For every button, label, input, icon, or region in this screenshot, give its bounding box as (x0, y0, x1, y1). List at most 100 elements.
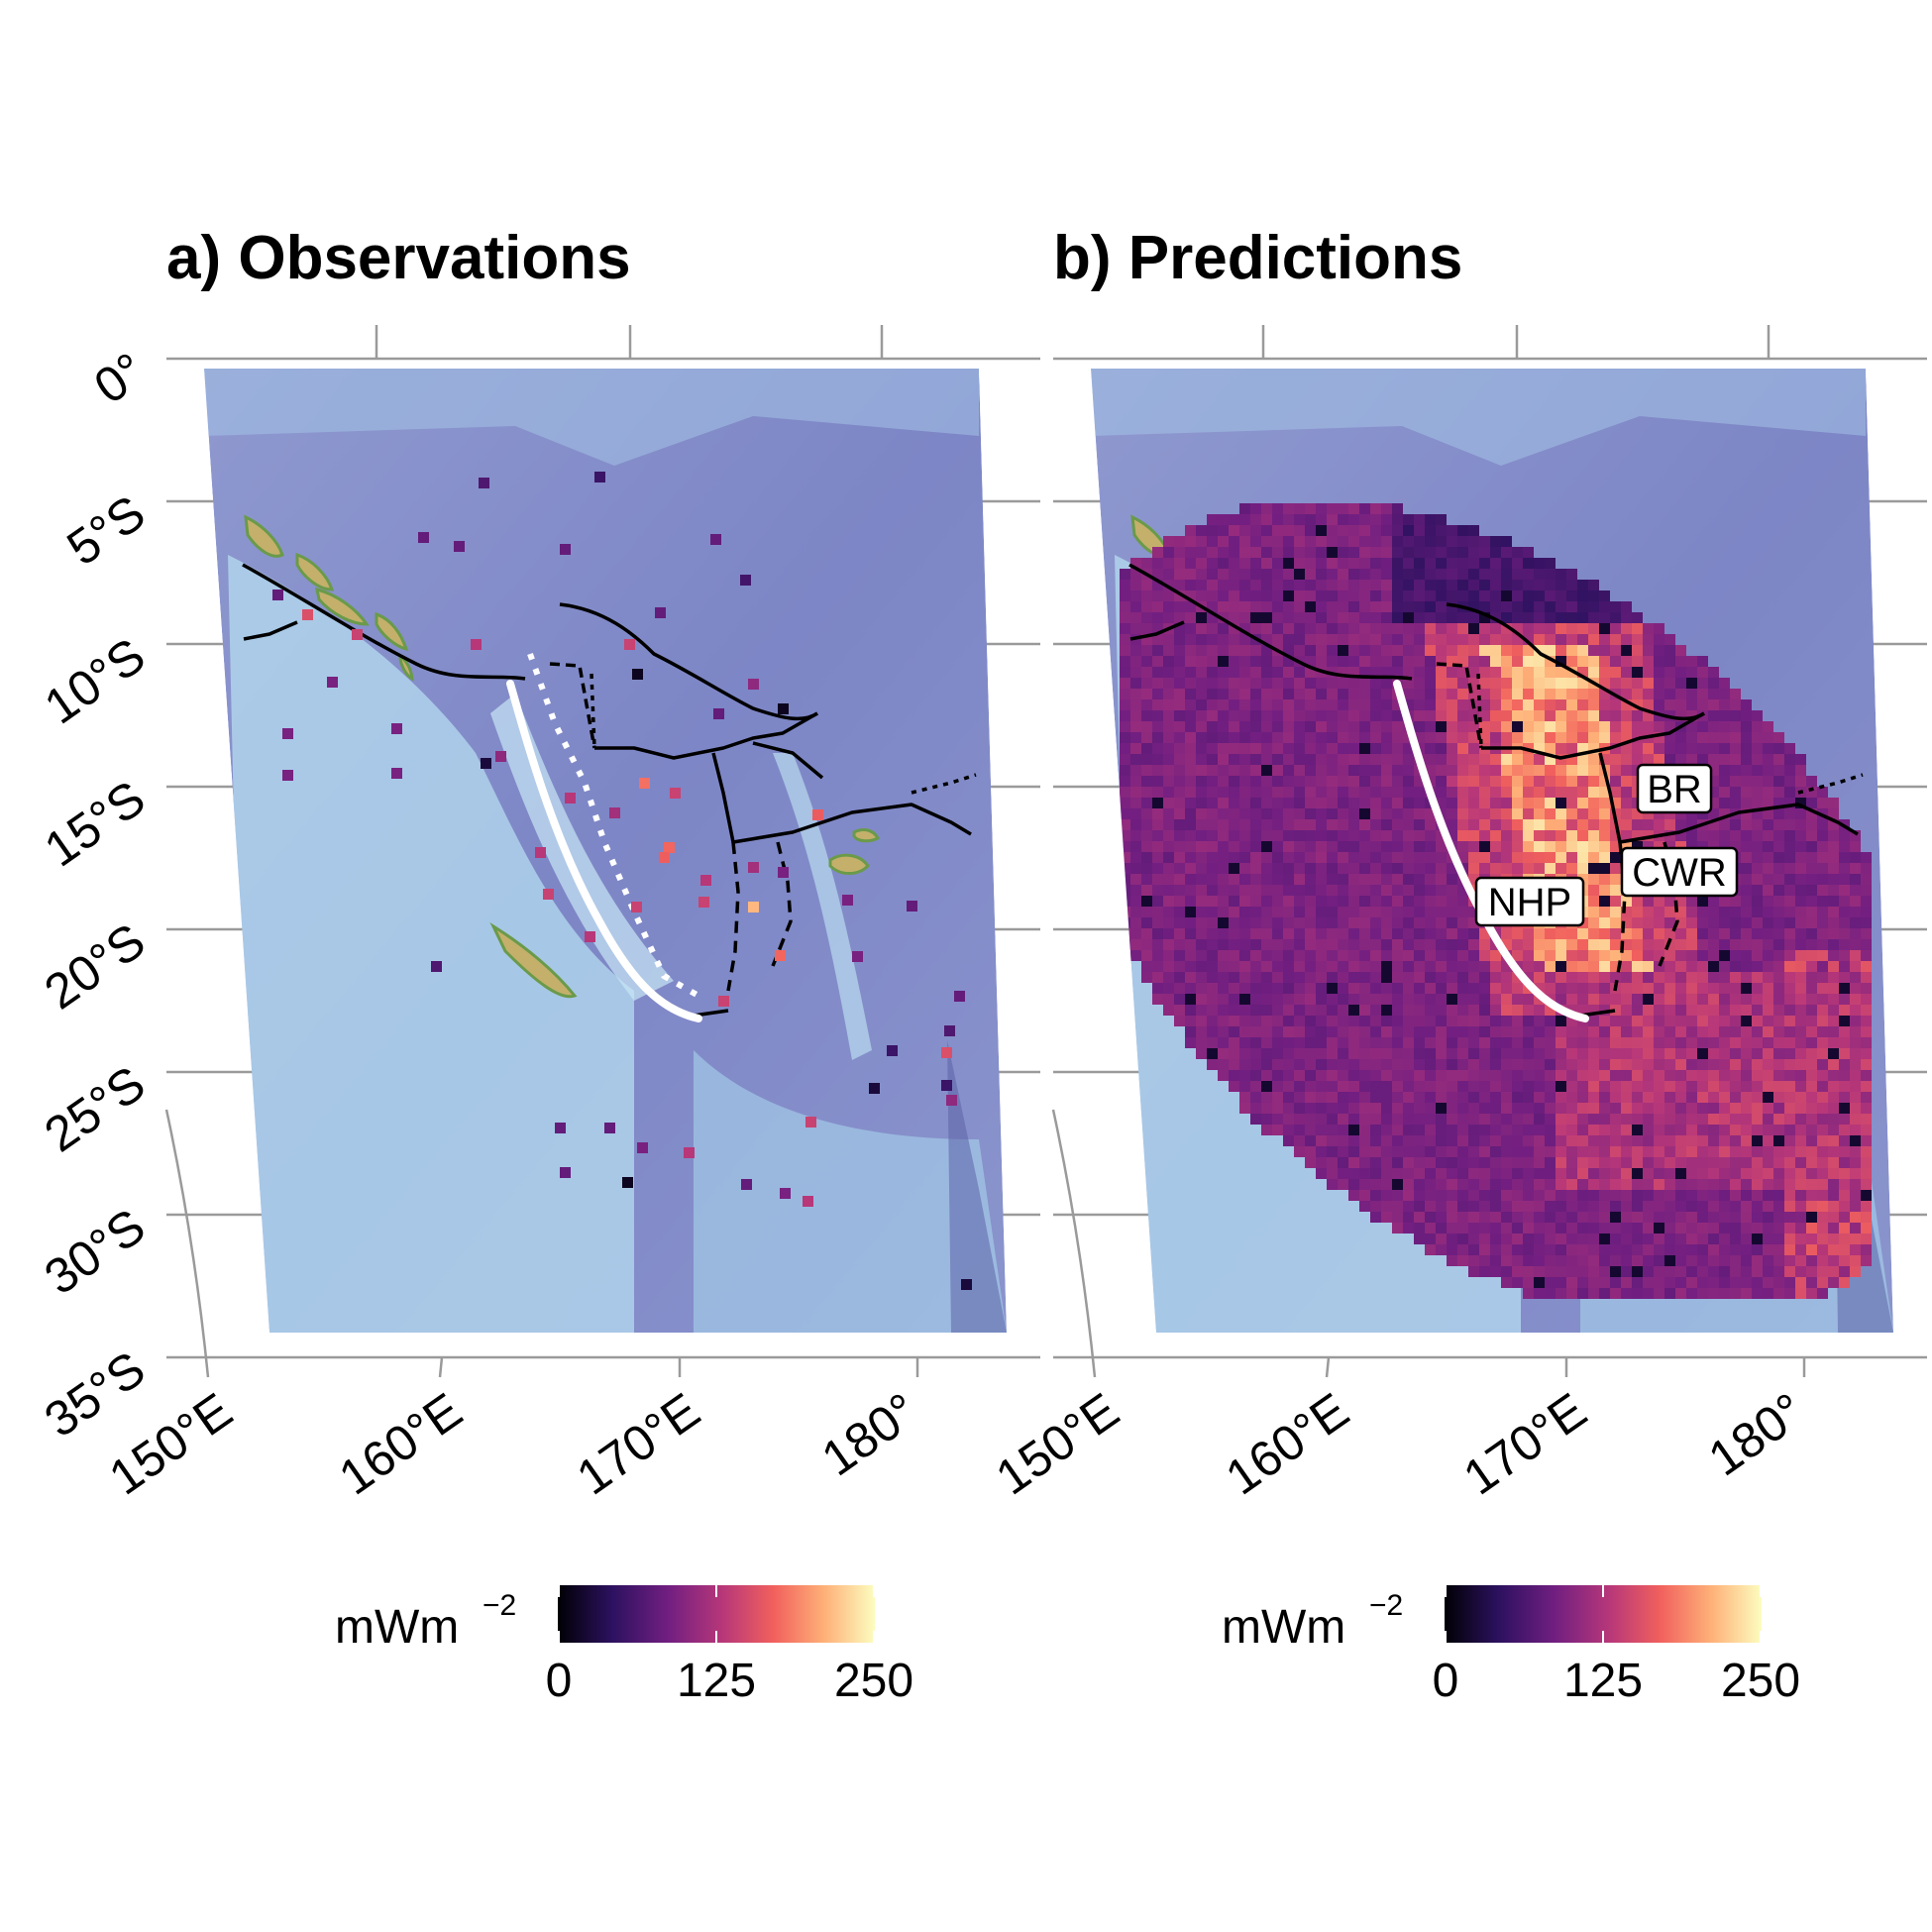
region-label-cwr: CWR (1620, 846, 1739, 898)
observation-point (560, 1167, 571, 1178)
observation-point (609, 807, 620, 818)
observation-point (391, 768, 402, 779)
colorbar-tick: 0 (546, 1655, 573, 1707)
observation-point (282, 728, 293, 739)
lon-tick: 170°E (567, 1382, 709, 1505)
observation-point (535, 847, 546, 858)
observation-point (748, 679, 759, 690)
observation-point (543, 889, 554, 900)
observation-point (887, 1045, 898, 1056)
panel-predictions: b) Predictions (1051, 224, 1927, 1378)
observation-point (631, 902, 642, 912)
observation-point (852, 951, 863, 962)
lat-tick: 15°S (35, 770, 155, 877)
lat-axis-labels-a: 0° 5°S 10°S 15°S 20°S 25°S 30°S 35°S (35, 342, 155, 1448)
observation-point (282, 770, 293, 781)
observation-point (391, 723, 402, 734)
observation-point (778, 703, 789, 714)
colorbar-tick: 125 (1563, 1655, 1643, 1707)
observation-point (812, 809, 823, 820)
observation-point (684, 1147, 695, 1158)
observation-point (842, 895, 853, 906)
observation-point (961, 1279, 972, 1290)
observation-point (632, 669, 643, 680)
observation-point (698, 897, 709, 908)
observation-point (670, 788, 681, 799)
observation-point (946, 1095, 957, 1106)
observation-point (471, 639, 482, 650)
lon-axis-labels-b: 150°E 160°E 170°E 180° (986, 1382, 1814, 1505)
observation-point (805, 1117, 816, 1127)
observation-point (713, 708, 724, 719)
observation-point (560, 544, 571, 555)
observation-point (778, 867, 789, 878)
observation-point (431, 961, 442, 972)
lat-tick: 35°S (35, 1341, 155, 1448)
colorbar-b: mWm −2 0 125 250 (1222, 1585, 1800, 1707)
colorbar-unit: mWm (335, 1601, 459, 1654)
observation-points (272, 472, 972, 1290)
observation-point (594, 472, 605, 483)
region-label-br: BR (1636, 763, 1713, 814)
lon-tick: 160°E (329, 1382, 472, 1505)
observation-point (585, 931, 595, 942)
panel-title: b) Predictions (1053, 224, 1462, 292)
observation-point (454, 541, 465, 552)
observation-point (272, 590, 283, 600)
observation-point (327, 677, 338, 688)
lat-tick: 25°S (35, 1055, 155, 1162)
observation-point (418, 532, 429, 543)
observation-point (869, 1083, 880, 1094)
observation-point (775, 950, 786, 961)
observation-point (941, 1047, 952, 1058)
lon-tick: 170°E (1453, 1382, 1596, 1505)
observation-point (740, 575, 751, 586)
observation-point (624, 639, 635, 650)
lat-tick: 10°S (35, 627, 155, 734)
lat-tick: 30°S (35, 1198, 155, 1305)
observation-point (780, 1188, 791, 1199)
observation-point (352, 629, 363, 640)
observation-point (565, 793, 576, 804)
observation-point (637, 1142, 648, 1153)
prediction-grid (1120, 503, 1872, 1299)
colorbar-tick: 125 (677, 1655, 756, 1707)
lat-tick: 20°S (35, 912, 155, 1020)
observation-point (659, 852, 670, 863)
colorbar-unit-exponent: −2 (1369, 1589, 1403, 1622)
region-label-nhp: NHP (1474, 876, 1585, 927)
colorbar-tick: 250 (834, 1655, 913, 1707)
observation-point (495, 751, 506, 762)
observation-point (604, 1123, 615, 1133)
observation-point (479, 478, 489, 488)
observation-point (803, 1196, 813, 1207)
lon-tick: 180° (811, 1382, 927, 1486)
region-label-text: BR (1647, 768, 1702, 811)
observation-point (664, 842, 675, 853)
colorbar-a: mWm −2 0 125 250 (335, 1585, 913, 1707)
region-label-text: NHP (1488, 881, 1571, 924)
observation-point (710, 534, 721, 545)
observation-point (954, 991, 965, 1002)
region-label-text: CWR (1632, 851, 1727, 895)
plate-boundaries (242, 563, 977, 1018)
observation-point (700, 875, 711, 886)
observation-point (748, 862, 759, 873)
panel-observations: a) Observations (164, 224, 1040, 1378)
lon-tick: 150°E (986, 1382, 1128, 1505)
lat-tick: 0° (84, 342, 155, 414)
observation-point (748, 902, 759, 912)
observation-point (907, 901, 917, 912)
observation-point (941, 1080, 952, 1091)
colorbar-unit-exponent: −2 (483, 1589, 516, 1622)
observation-point (655, 607, 666, 618)
observation-point (944, 1025, 955, 1036)
observation-point (639, 778, 650, 789)
lon-tick: 160°E (1216, 1382, 1358, 1505)
colorbar-tick: 0 (1433, 1655, 1459, 1707)
lon-tick: 180° (1698, 1382, 1814, 1486)
colorbar-tick: 250 (1721, 1655, 1800, 1707)
observation-point (622, 1177, 633, 1188)
observation-point (741, 1179, 752, 1190)
